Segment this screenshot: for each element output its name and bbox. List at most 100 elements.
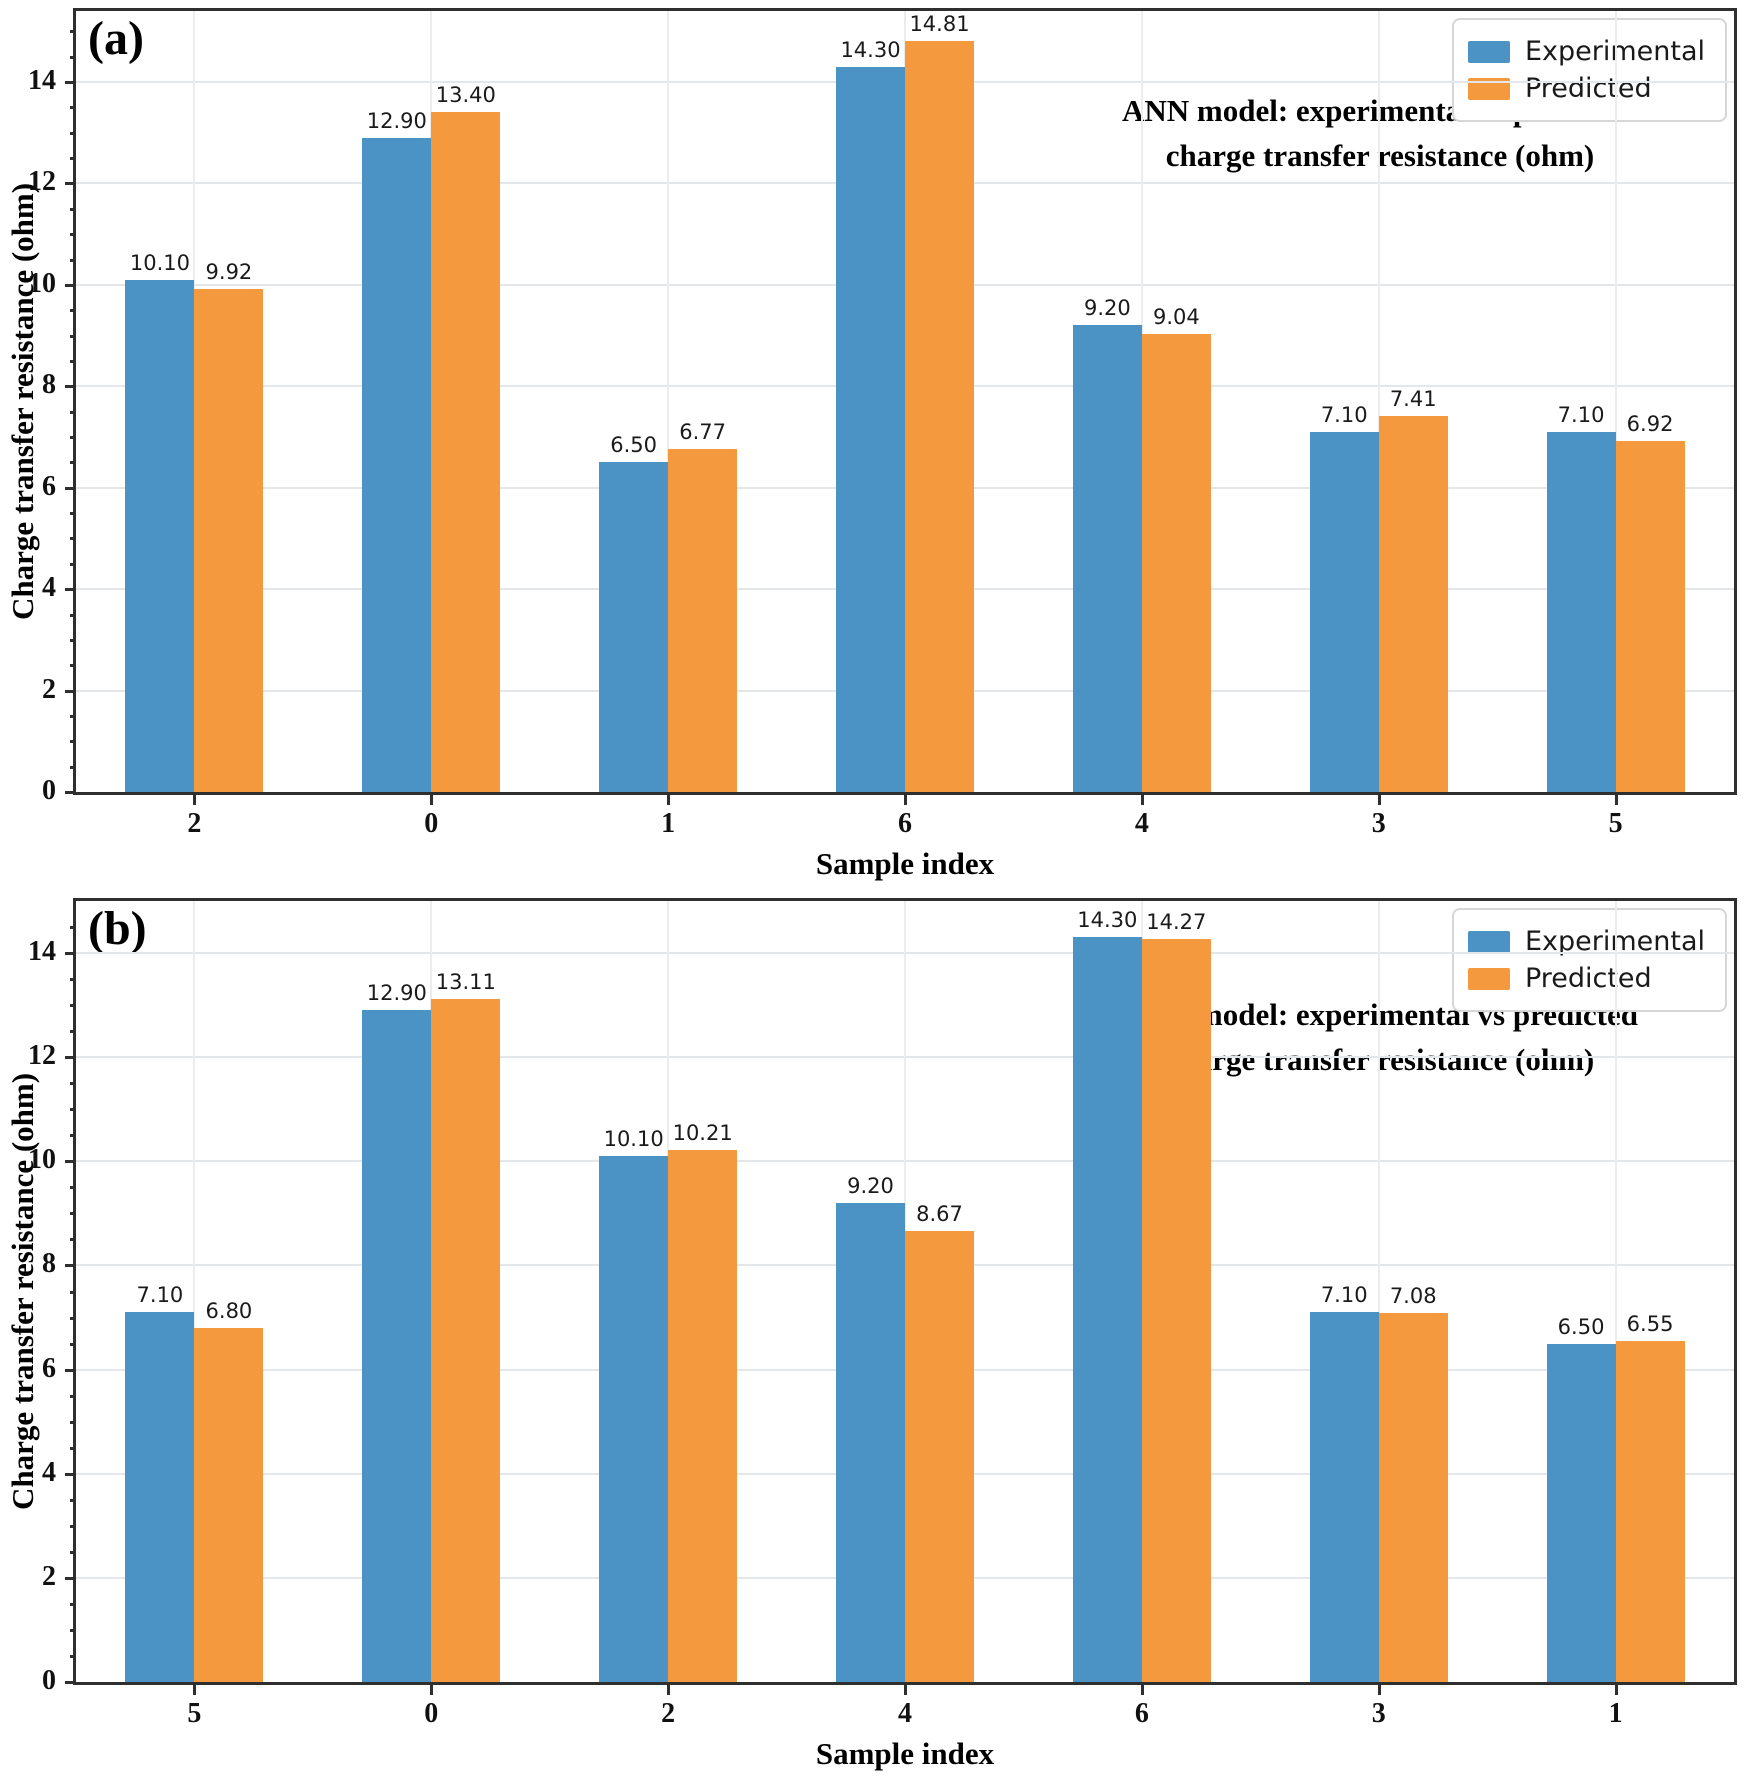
y-minor-tick-mark — [70, 1108, 76, 1112]
bar-value-label: 6.55 — [1626, 1311, 1674, 1336]
bar-value-label: 6.92 — [1626, 412, 1674, 437]
y-tick-mark — [65, 385, 76, 389]
gridline-vertical — [1614, 11, 1617, 792]
x-tick-label: 0 — [424, 808, 439, 839]
y-minor-tick-mark — [70, 926, 76, 930]
gridline-vertical — [1377, 901, 1380, 1682]
bar-value-label: 14.27 — [1146, 910, 1207, 934]
y-minor-tick-mark — [70, 1134, 76, 1138]
bar-experimental — [1309, 1312, 1379, 1682]
x-tick-label: 2 — [187, 808, 202, 839]
y-minor-tick-mark — [70, 410, 76, 414]
bar-value-label: 9.20 — [1083, 296, 1131, 321]
y-tick-label: 10 — [28, 1144, 56, 1176]
y-tick-label: 6 — [42, 1352, 56, 1384]
x-tick-mark — [1614, 1685, 1618, 1695]
y-tick-mark — [65, 182, 76, 186]
plot-area-a: (a) ANN model: experimental vs predicted… — [73, 8, 1737, 795]
y-minor-tick-mark — [70, 1550, 76, 1554]
panel-label-a: (a) — [88, 12, 144, 65]
bar-value-label: 7.10 — [1320, 402, 1368, 427]
bar-predicted — [668, 448, 738, 792]
x-tick-label: 3 — [1371, 808, 1386, 839]
bar-experimental — [1546, 431, 1616, 792]
y-minor-tick-mark — [70, 765, 76, 769]
y-minor-tick-mark — [70, 334, 76, 338]
bar-value-label: 12.90 — [366, 108, 427, 133]
y-tick-label: 14 — [28, 936, 56, 968]
y-minor-tick-mark — [70, 309, 76, 313]
bar-experimental — [599, 462, 669, 792]
x-tick-mark — [1140, 795, 1144, 805]
y-tick-label: 4 — [42, 1456, 56, 1488]
y-minor-tick-mark — [70, 233, 76, 237]
predicted-swatch-icon — [1467, 77, 1510, 100]
x-tick-mark — [667, 795, 671, 805]
y-minor-tick-mark — [70, 461, 76, 465]
y-minor-tick-mark — [70, 1004, 76, 1008]
y-tick-label: 8 — [42, 1248, 56, 1280]
y-minor-tick-mark — [70, 613, 76, 617]
y-minor-tick-mark — [70, 1082, 76, 1086]
bar-predicted — [1615, 1340, 1685, 1682]
y-tick-mark — [65, 1160, 76, 1164]
bar-value-label: 6.50 — [1557, 1314, 1605, 1339]
x-tick-label: 1 — [1608, 1698, 1623, 1729]
y-tick-mark — [65, 791, 76, 794]
bar-value-label: 14.30 — [1077, 908, 1138, 933]
bar-experimental — [1072, 325, 1142, 792]
y-tick-label: 14 — [28, 65, 56, 96]
x-tick-mark — [193, 795, 197, 805]
x-tick-mark — [1614, 795, 1618, 805]
y-minor-tick-mark — [70, 55, 76, 59]
predicted-swatch-icon — [1467, 967, 1510, 990]
gridline-vertical — [193, 901, 196, 1682]
y-minor-tick-mark — [70, 537, 76, 541]
y-minor-tick-mark — [70, 1628, 76, 1632]
y-tick-label: 8 — [42, 369, 56, 401]
y-tick-mark — [65, 486, 76, 490]
legend-item: Predicted — [1467, 963, 1705, 994]
x-tick-mark — [1377, 1685, 1381, 1695]
y-minor-tick-mark — [70, 664, 76, 668]
y-minor-tick-mark — [70, 1524, 76, 1528]
y-tick-mark — [65, 1368, 76, 1372]
y-tick-mark — [65, 1264, 76, 1268]
experimental-swatch-icon — [1467, 40, 1510, 63]
y-tick-mark — [65, 1472, 76, 1476]
y-minor-tick-mark — [70, 1238, 76, 1242]
y-tick-mark — [65, 689, 76, 693]
x-tick-label: 5 — [1608, 808, 1623, 839]
y-minor-tick-mark — [70, 258, 76, 262]
x-tick-mark — [904, 795, 907, 805]
chart-panel-b: Charge transfer resistance (ohm) (b) MLP… — [0, 890, 1755, 1780]
bar-experimental — [362, 137, 432, 792]
y-tick-mark — [65, 1681, 76, 1684]
bar-predicted — [1141, 333, 1211, 792]
x-tick-label: 6 — [1134, 1698, 1149, 1729]
bar-value-label: 7.10 — [136, 1283, 184, 1308]
bar-value-label: 6.80 — [205, 1298, 253, 1323]
x-tick-label: 2 — [661, 1698, 676, 1729]
bar-experimental — [362, 1010, 432, 1682]
x-tick-mark — [1377, 795, 1381, 805]
bar-value-label: 7.08 — [1389, 1284, 1437, 1309]
x-axis-title: Sample index — [815, 1736, 995, 1771]
y-tick-label: 6 — [42, 470, 56, 502]
bar-predicted — [905, 40, 974, 792]
x-tick-label: 4 — [898, 1698, 912, 1729]
y-minor-tick-mark — [70, 1420, 76, 1424]
bar-value-label: 9.20 — [847, 1173, 894, 1198]
gridline-vertical — [1377, 11, 1380, 792]
bar-experimental — [599, 1156, 669, 1682]
y-minor-tick-mark — [70, 1654, 76, 1658]
bar-value-label: 10.21 — [672, 1121, 733, 1146]
y-minor-tick-mark — [70, 638, 76, 642]
bar-predicted — [1378, 1313, 1448, 1682]
y-tick-mark — [65, 588, 76, 592]
bar-predicted — [431, 112, 501, 792]
panel-label-b: (b) — [88, 902, 147, 955]
bar-value-label: 9.92 — [205, 259, 253, 284]
x-axis-title: Sample index — [815, 846, 995, 881]
x-tick-label: 6 — [898, 808, 912, 839]
